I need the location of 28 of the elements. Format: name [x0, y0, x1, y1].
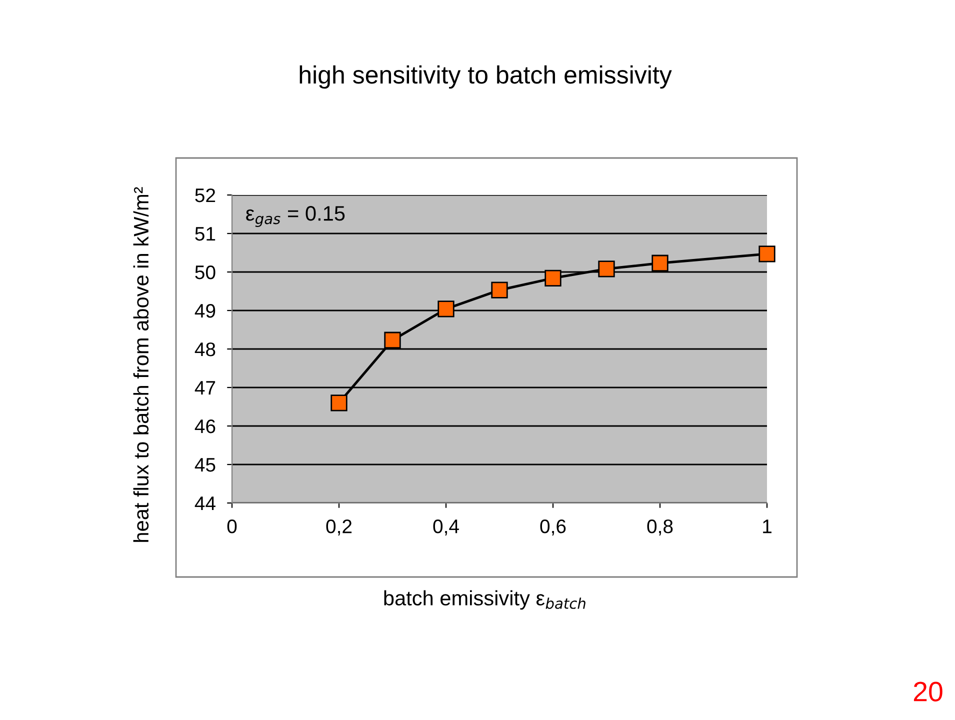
chart-title: high sensitivity to batch emissivity: [300, 65, 672, 89]
point: [491, 282, 508, 298]
point: [758, 246, 776, 262]
y-tick-label: 47: [194, 381, 216, 395]
x-tick-label: 0,4: [433, 519, 459, 536]
x-tick-label: 0,6: [540, 519, 566, 536]
point: [384, 332, 401, 348]
y-tick-label: 46: [194, 419, 216, 434]
point: [438, 300, 454, 318]
x-tick-label: 0,8: [647, 519, 673, 536]
point: [544, 270, 562, 286]
y-tick-label: 52: [195, 188, 216, 202]
point: [652, 254, 668, 272]
y-tick-label: 45: [194, 458, 216, 472]
point: [598, 260, 615, 278]
y-tick-label: 50: [195, 265, 216, 280]
x-tick-label: 0,2: [326, 519, 352, 536]
y-tick-label: 48: [194, 342, 216, 356]
y-tick-label: 49: [194, 304, 216, 318]
y-tick-label: 44: [194, 496, 216, 510]
x-tick-label: 1: [763, 520, 772, 534]
text: 20: [914, 682, 942, 702]
annotation: ε$_{gas}$ = 0.15: [246, 206, 345, 228]
x-tick-label: 0: [227, 519, 237, 534]
point: [330, 394, 348, 412]
x-axis-title: batch emissivity ε$_{batch}$: [384, 590, 586, 610]
y-tick-label: 51: [195, 227, 216, 241]
y-axis-title: heat flux to batch from above in kW/m²: [133, 187, 149, 542]
